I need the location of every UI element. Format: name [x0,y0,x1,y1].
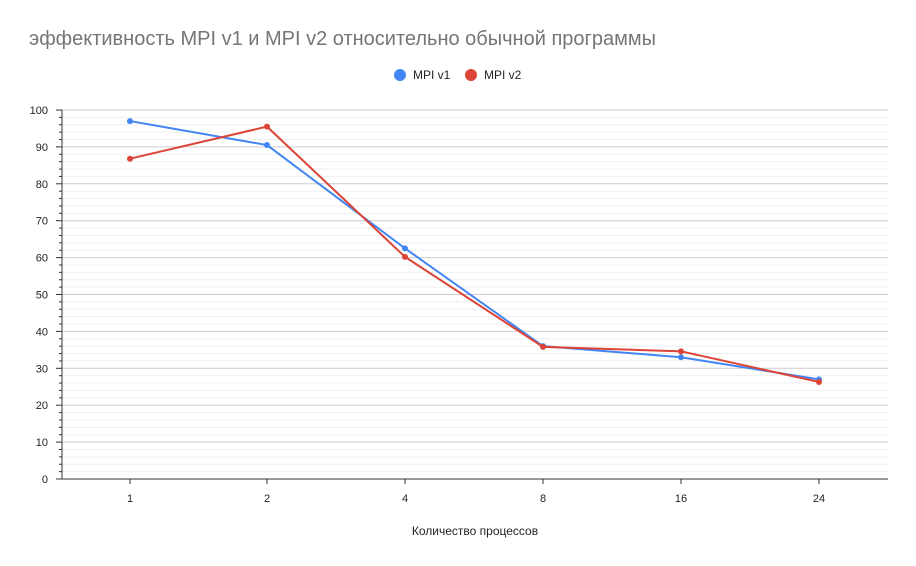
data-point-mpi-v2[interactable] [264,123,270,130]
y-tick-label: 40 [36,326,48,338]
data-point-mpi-v1[interactable] [127,118,133,125]
data-point-mpi-v2[interactable] [127,155,133,162]
legend-label-mpi-v2: MPI v2 [484,68,522,82]
legend-item-mpi-v2[interactable]: MPI v2 [465,68,521,82]
y-tick-label: 30 [36,363,48,375]
legend-label-mpi-v1: MPI v1 [413,68,451,82]
grid-layer [62,109,888,480]
x-tick-label: 4 [402,493,408,505]
x-tick-label: 1 [127,493,133,505]
chart-title: эффективность MPI v1 и MPI v2 относитель… [29,28,656,50]
y-tick-label: 80 [36,179,48,191]
series-layer [127,118,822,385]
data-point-mpi-v2[interactable] [816,378,822,385]
legend-item-mpi-v1[interactable]: MPI v1 [394,68,450,82]
series-line-mpi-v2 [129,125,820,383]
legend-marker-mpi-v2 [465,69,477,81]
x-tick-label: 24 [813,493,825,505]
data-point-mpi-v1[interactable] [678,354,684,361]
y-tick-label: 90 [36,142,48,154]
y-tick-label: 0 [42,474,48,486]
x-tick-label: 16 [675,493,687,505]
data-point-mpi-v2[interactable] [678,348,684,355]
x-tick-label: 2 [264,493,270,505]
legend-marker-mpi-v1 [394,69,406,81]
legend: MPI v1 MPI v2 [0,68,916,88]
y-tick-label: 100 [30,105,48,117]
x-axis-title: Количество процессов [412,524,538,538]
data-point-mpi-v1[interactable] [264,142,270,149]
data-point-mpi-v2[interactable] [402,253,408,260]
y-tick-label: 10 [36,437,48,449]
y-tick-label: 50 [36,290,48,302]
y-tick-label: 20 [36,400,48,412]
x-tick-label: 8 [540,493,546,505]
data-point-mpi-v2[interactable] [540,343,546,350]
y-tick-label: 70 [36,216,48,228]
series-line-mpi-v1 [129,120,820,381]
data-point-mpi-v1[interactable] [402,245,408,252]
y-tick-label: 60 [36,253,48,265]
